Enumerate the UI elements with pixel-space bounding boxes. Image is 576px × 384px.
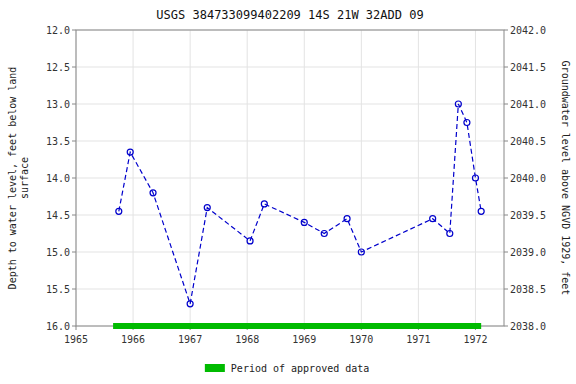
legend: Period of approved data <box>205 363 369 374</box>
title: USGS 384733099402209 14S 21W 32ADD 09 <box>156 8 423 22</box>
y-tick <box>72 215 76 216</box>
point <box>344 216 350 222</box>
series-line <box>119 104 481 304</box>
y2-tick-label: 2039.5 <box>510 210 546 221</box>
grid-line-y <box>76 289 504 290</box>
y2-tick-label: 2038.5 <box>510 284 546 295</box>
point <box>187 301 193 307</box>
y-tick <box>72 178 76 179</box>
x-tick-label: 1965 <box>64 334 88 345</box>
y2-tick-label: 2038.0 <box>510 321 546 332</box>
x-tick <box>76 326 77 330</box>
y-tick <box>72 141 76 142</box>
y2-tick <box>504 141 508 142</box>
chart: 1965 1966 1967 1968 1969 1970 1971 1972 12.0 12.5… <box>0 0 576 384</box>
y2-tick-label: 2042.0 <box>510 25 546 36</box>
y2-tick <box>504 252 508 253</box>
data-layer <box>116 101 484 307</box>
x-tick-label: 1972 <box>463 334 487 345</box>
grid-line-y <box>76 178 504 179</box>
point <box>301 219 307 225</box>
y2-axis: 2042.0 2041.5 2041.0 2040.5 2040.0 2039.5 2039… <box>504 25 546 332</box>
y-tick-label: 16.0 <box>46 321 70 332</box>
point <box>455 101 461 107</box>
grid-line-y <box>76 141 504 142</box>
x-tick-label: 1966 <box>121 334 145 345</box>
x-tick-label: 1968 <box>235 334 259 345</box>
point <box>150 190 156 196</box>
y-tick <box>72 67 76 68</box>
y2-tick <box>504 289 508 290</box>
point <box>321 231 327 237</box>
point <box>127 149 133 155</box>
point <box>116 208 122 214</box>
y2-tick-label: 2039.0 <box>510 247 546 258</box>
y-tick <box>72 289 76 290</box>
point <box>430 216 436 222</box>
grid-line-y <box>76 252 504 253</box>
y-tick-label: 14.0 <box>46 173 70 184</box>
legend-label: Period of approved data <box>231 363 369 374</box>
y-tick <box>72 252 76 253</box>
y-tick-label: 12.5 <box>46 62 70 73</box>
y2-tick-label: 2041.5 <box>510 62 546 73</box>
y2-tick-label: 2041.0 <box>510 99 546 110</box>
y2-tick-label: 2040.0 <box>510 173 546 184</box>
grid <box>76 30 504 326</box>
point <box>472 175 478 181</box>
point <box>247 238 253 244</box>
y-tick-label: 15.0 <box>46 247 70 258</box>
legend-swatch <box>205 364 225 372</box>
y-axis-label-line: surface <box>19 157 30 199</box>
x-tick-label: 1967 <box>178 334 202 345</box>
y2-tick <box>504 215 508 216</box>
y-tick <box>72 104 76 105</box>
point <box>261 201 267 207</box>
point <box>464 120 470 126</box>
y2-axis-label: Groundwater level above NGVD 1929, feet <box>560 61 571 296</box>
y-axis: 12.0 12.5 13.0 13.5 14.0 14.5 15.0 15.5 16.0 <box>46 25 76 332</box>
point <box>358 249 364 255</box>
y-tick-label: 14.5 <box>46 210 70 221</box>
plot-frame <box>76 30 504 326</box>
y-tick-label: 15.5 <box>46 284 70 295</box>
y-tick-label: 13.0 <box>46 99 70 110</box>
y2-tick <box>504 104 508 105</box>
y-tick-label: 13.5 <box>46 136 70 147</box>
point <box>204 205 210 211</box>
y2-tick <box>504 326 508 327</box>
y2-tick <box>504 178 508 179</box>
y2-tick <box>504 30 508 31</box>
x-tick-label: 1969 <box>292 334 316 345</box>
y2-tick-label: 2040.5 <box>510 136 546 147</box>
grid-line-y <box>76 104 504 105</box>
point <box>447 231 453 237</box>
y2-tick <box>504 67 508 68</box>
approved-period-bar <box>113 323 481 329</box>
y-tick <box>72 30 76 31</box>
point <box>478 208 484 214</box>
y-axis-label-line: Depth to water level, feet below land <box>7 67 18 290</box>
y-tick <box>72 326 76 327</box>
y-axis-label: Depth to water level, feet below landsur… <box>7 67 30 290</box>
x-tick-label: 1970 <box>349 334 373 345</box>
grid-line-y <box>76 67 504 68</box>
x-tick-label: 1971 <box>406 334 430 345</box>
y-tick-label: 12.0 <box>46 25 70 36</box>
